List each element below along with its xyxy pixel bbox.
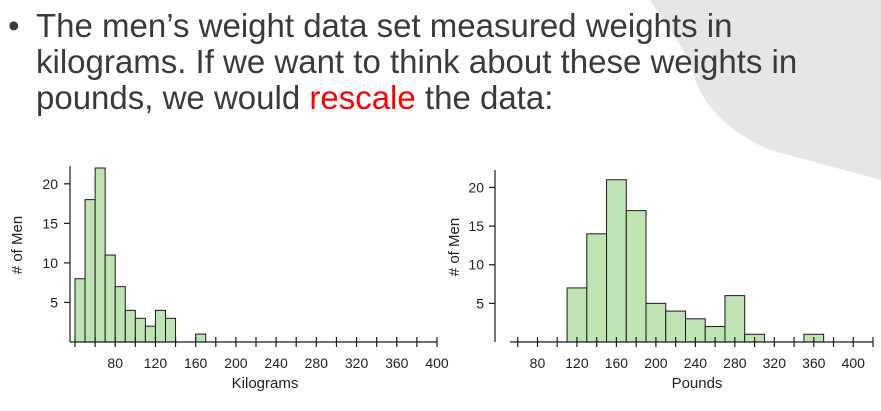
watermark-shape <box>650 0 881 180</box>
pounds-y-tick-label: 20 <box>468 179 484 195</box>
kilograms-x-tick-label: 400 <box>425 355 449 371</box>
pounds-x-tick-label: 240 <box>684 355 708 371</box>
kilograms-bar <box>94 167 106 343</box>
text-after: the data: <box>415 79 554 116</box>
kilograms-y-tick-label: 15 <box>42 215 58 231</box>
pounds-bar <box>606 179 627 343</box>
pounds-x-tick-label: 200 <box>644 355 668 371</box>
kilograms-bar <box>154 309 166 343</box>
kilograms-x-tick-label: 160 <box>184 355 208 371</box>
kilograms-bar <box>165 317 177 343</box>
pounds-x-tick-label: 280 <box>723 355 747 371</box>
kilograms-y-tick-label: 10 <box>42 255 58 271</box>
pounds-y-tick-label: 15 <box>468 218 484 234</box>
text-before: The men’s weight data set measured weigh… <box>36 7 798 116</box>
kilograms-bar <box>74 278 86 343</box>
kilograms-bar <box>124 309 136 343</box>
bullet-paragraph: The men’s weight data set measured weigh… <box>36 8 848 116</box>
pounds-x-tick-label: 320 <box>763 355 787 371</box>
pounds-bar <box>566 287 588 343</box>
pounds-x-tick-label: 400 <box>842 355 866 371</box>
kilograms-bar <box>144 325 156 343</box>
pounds-bar <box>645 302 667 343</box>
bullet-glyph: • <box>8 7 20 44</box>
pounds-x-tick-label: 360 <box>802 355 826 371</box>
kilograms-x-tick-label: 200 <box>224 355 248 371</box>
kilograms-x-tick-label: 120 <box>144 355 168 371</box>
pounds-x-tick-label: 120 <box>565 355 589 371</box>
kilograms-x-tick-label: 240 <box>264 355 288 371</box>
kilograms-y-axis-title: # of Men <box>9 216 26 274</box>
kilograms-x-tick-label: 360 <box>385 355 409 371</box>
pounds-x-axis-title: Pounds <box>672 375 723 392</box>
kilograms-y-tick-label: 20 <box>42 176 58 192</box>
pounds-x-tick-label: 160 <box>605 355 629 371</box>
pounds-bar <box>586 233 608 343</box>
pounds-y-tick-label: 10 <box>468 257 484 273</box>
kilograms-x-tick-label: 280 <box>305 355 329 371</box>
slide-bullet-text: • The men’s weight data set measured wei… <box>8 8 848 116</box>
highlight-word: rescale <box>309 79 416 116</box>
kilograms-x-axis-title: Kilograms <box>232 375 299 392</box>
kilograms-bar <box>195 333 207 343</box>
kilograms-x-tick-label: 80 <box>107 355 123 371</box>
pounds-x-tick-label: 80 <box>530 355 546 371</box>
pounds-y-axis-title: # of Men <box>446 218 463 276</box>
pounds-bar <box>625 210 647 343</box>
kilograms-bar <box>134 317 146 343</box>
kilograms-bar <box>104 254 116 343</box>
kilograms-bar <box>114 286 126 343</box>
pounds-bar <box>724 295 746 343</box>
kilograms-x-tick-label: 320 <box>345 355 369 371</box>
kilograms-y-tick-label: 5 <box>50 294 58 310</box>
kilograms-bar <box>84 199 96 343</box>
pounds-y-tick-label: 5 <box>476 295 484 311</box>
